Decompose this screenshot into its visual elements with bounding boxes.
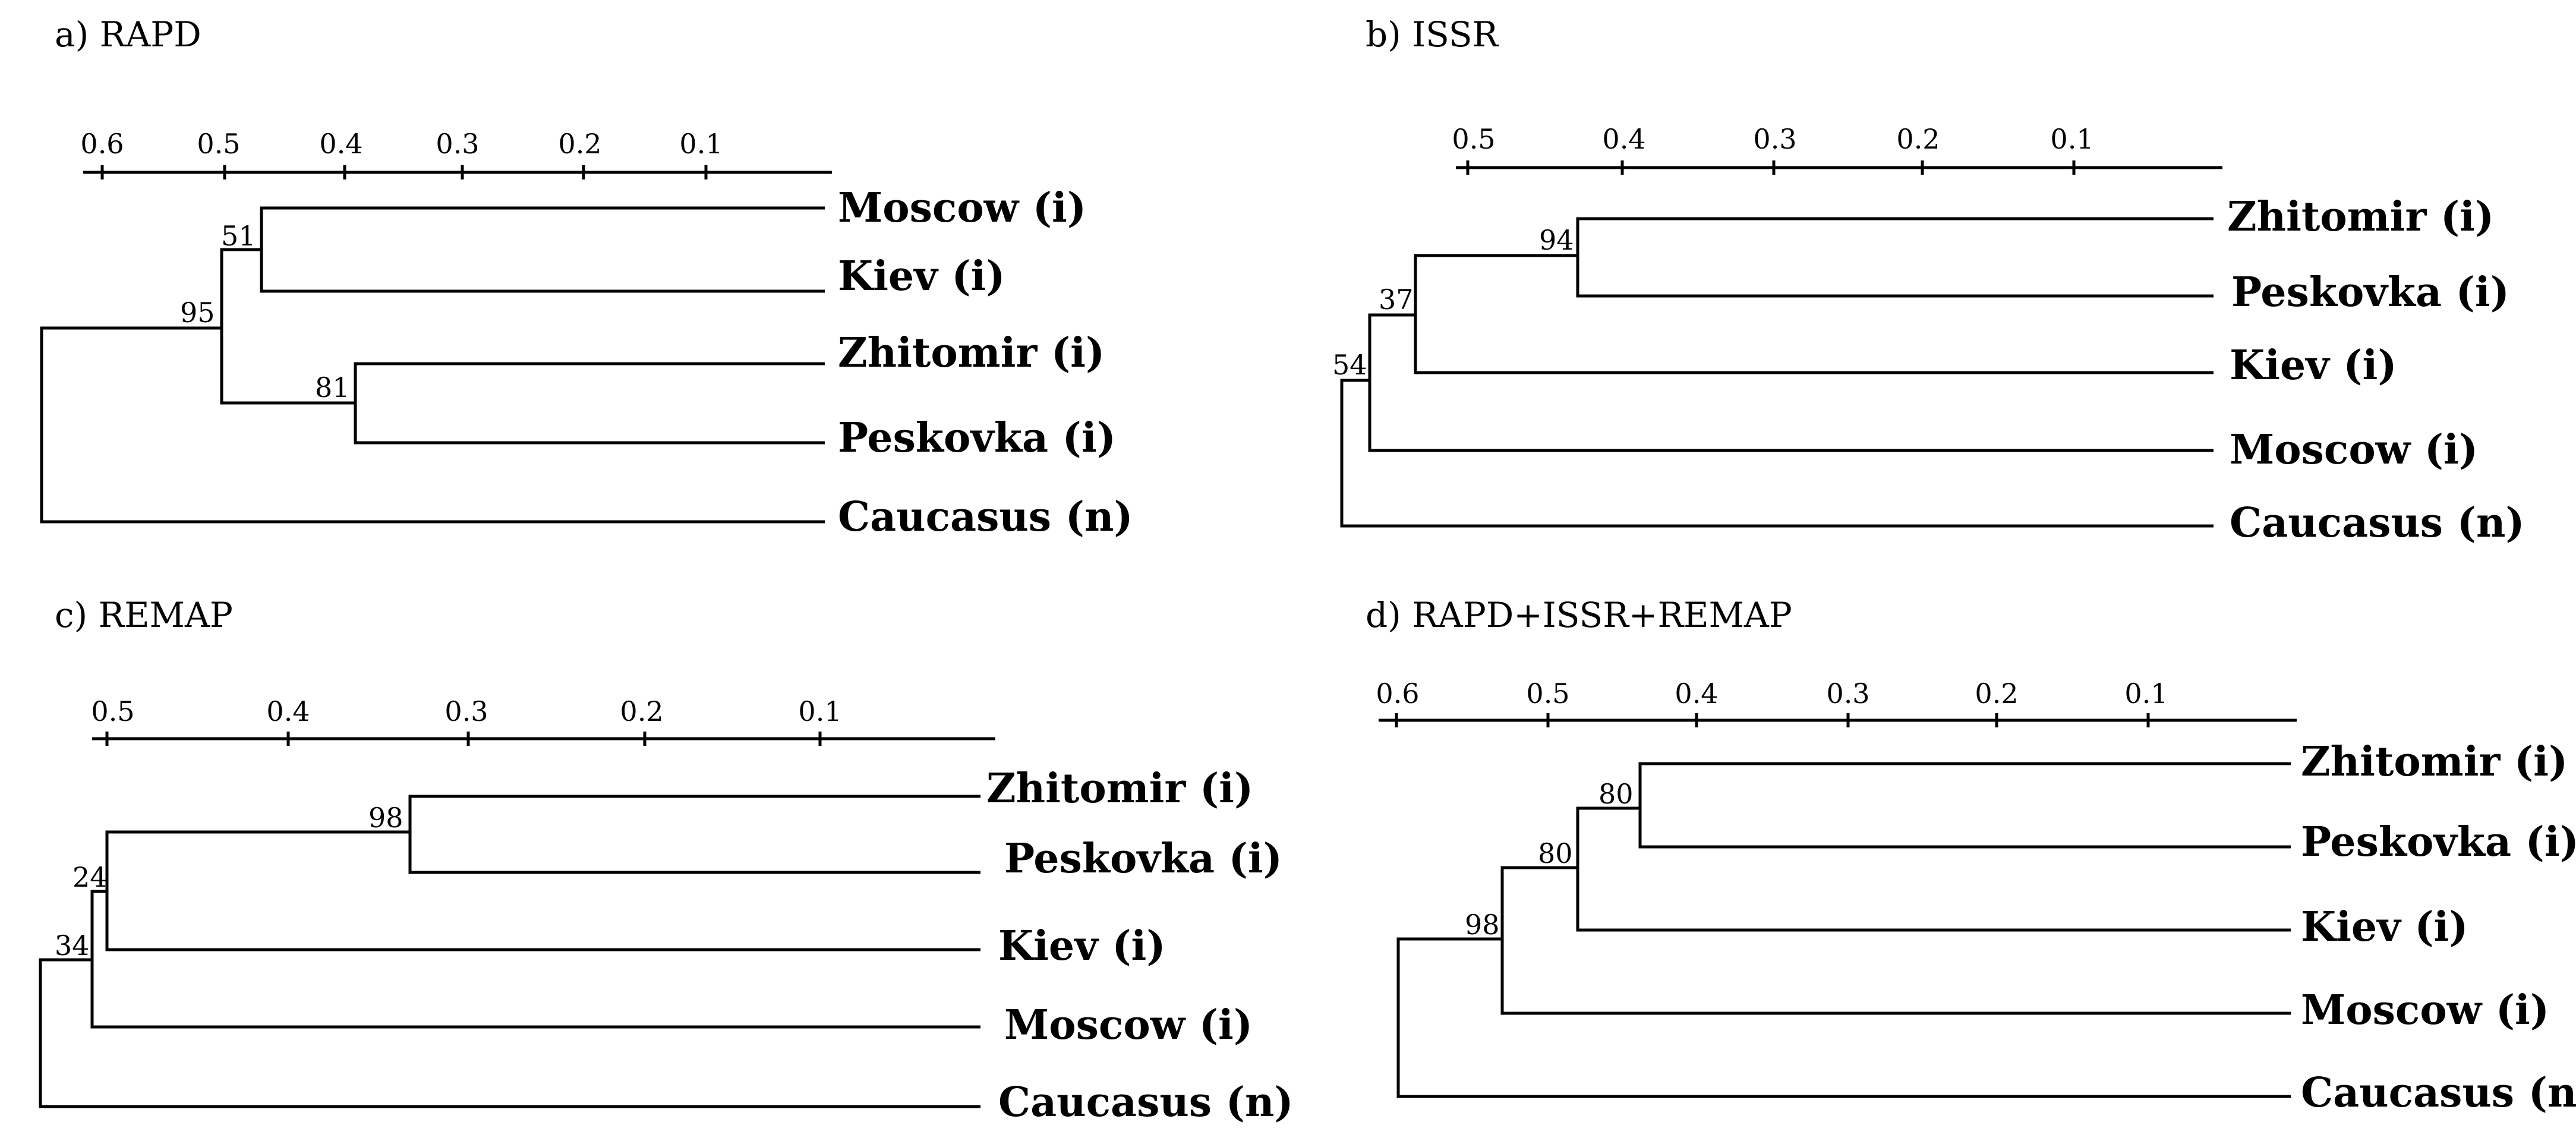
branch-internal-95	[220, 248, 355, 405]
scale-tick-label: 0.1	[679, 128, 723, 160]
branch-internal-24	[105, 830, 980, 951]
scale-tick-label: 0.6	[80, 128, 124, 160]
panel-title: c) REMAP	[55, 595, 233, 635]
scale-tick-label: 0.4	[319, 128, 362, 160]
distance-scale: 0.5 0.4 0.3 0.2 0.1	[1452, 123, 2222, 175]
tree-branches	[1340, 217, 2214, 528]
leaf-label-moscow: Moscow (i)	[1004, 1001, 1253, 1049]
leaf-label-caucasus: Caucasus (n)	[998, 1079, 1294, 1126]
branch-root	[39, 958, 980, 1108]
leaf-label-kiev: Kiev (i)	[2230, 342, 2397, 389]
panel-title: a) RAPD	[55, 14, 201, 55]
leaf-label-peskovka: Peskovka (i)	[1004, 835, 1282, 883]
leaf-labels: Zhitomir (i) Peskovka (i) Kiev (i) Mosco…	[2301, 738, 2576, 1117]
branch-internal-34	[90, 890, 980, 1029]
scale-tick-label: 0.3	[1826, 677, 1869, 710]
leaf-label-caucasus: Caucasus (n)	[838, 493, 1133, 541]
leaf-label-caucasus: Caucasus (n)	[2301, 1069, 2576, 1117]
panel-title: b) ISSR	[1366, 14, 1500, 55]
scale-tick-label: 0.1	[2124, 677, 2168, 710]
branch-internal-37	[1414, 254, 2214, 374]
branch-internal-80	[1576, 806, 2291, 932]
scale-tick-label: 0.2	[620, 695, 663, 727]
bootstrap-value: 37	[1379, 283, 1414, 316]
panel-rapd: a) RAPD 0.6 0.5 0.4 0.3 0.2 0.1 51 95 81	[40, 14, 1133, 541]
bootstrap-value: 24	[72, 861, 108, 893]
branch-internal-98	[1500, 866, 2291, 1015]
leaf-label-zhitomir: Zhitomir (i)	[986, 765, 1253, 812]
bootstrap-value: 80	[1598, 778, 1634, 810]
branch-zhitomir-peskovka	[1576, 217, 2214, 298]
bootstrap-value: 81	[315, 371, 350, 404]
bootstrap-value: 95	[180, 297, 215, 329]
branch-zhitomir-peskovka	[354, 362, 825, 445]
distance-scale: 0.5 0.4 0.3 0.2 0.1	[91, 695, 995, 746]
scale-tick-label: 0.2	[1896, 123, 1940, 155]
leaf-label-peskovka: Peskovka (i)	[2231, 269, 2509, 316]
branch-zhitomir-peskovka	[408, 795, 980, 874]
scale-tick-label: 0.5	[91, 695, 134, 727]
scale-tick-label: 0.4	[266, 695, 310, 727]
scale-tick-label: 0.3	[444, 695, 488, 727]
leaf-labels: Zhitomir (i) Peskovka (i) Kiev (i) Mosco…	[986, 765, 1294, 1126]
branch-root	[40, 326, 825, 524]
scale-tick-label: 0.5	[1526, 677, 1569, 710]
leaf-label-moscow: Moscow (i)	[2301, 987, 2549, 1034]
leaf-labels: Zhitomir (i) Peskovka (i) Kiev (i) Mosco…	[2227, 193, 2525, 547]
bootstrap-value: 80	[1538, 837, 1573, 869]
leaf-label-peskovka: Peskovka (i)	[2301, 818, 2576, 866]
scale-tick-label: 0.3	[436, 128, 479, 160]
panel-issr: b) ISSR 0.5 0.4 0.3 0.2 0.1 94 37 54	[1332, 14, 2525, 547]
leaf-label-zhitomir: Zhitomir (i)	[2301, 738, 2568, 786]
scale-tick-label: 0.1	[798, 695, 841, 727]
leaf-label-kiev: Kiev (i)	[998, 922, 1166, 970]
branch-root	[1396, 937, 2291, 1098]
branch-root	[1340, 379, 2214, 528]
leaf-label-zhitomir: Zhitomir (i)	[2227, 193, 2494, 241]
leaf-label-kiev: Kiev (i)	[2301, 903, 2468, 951]
bootstrap-value: 94	[1539, 224, 1574, 256]
scale-tick-label: 0.2	[558, 128, 601, 160]
leaf-label-zhitomir: Zhitomir (i)	[838, 329, 1105, 377]
leaf-label-moscow: Moscow (i)	[2230, 426, 2478, 474]
branch-moscow-kiev	[260, 206, 825, 293]
distance-scale: 0.6 0.5 0.4 0.3 0.2 0.1	[80, 128, 832, 179]
branch-internal-54	[1368, 313, 2214, 452]
bootstrap-values: 51 95 81	[180, 220, 350, 404]
scale-tick-label: 0.1	[2050, 123, 2093, 155]
bootstrap-values: 98 24 34	[55, 802, 403, 962]
tree-branches	[39, 795, 980, 1108]
leaf-label-caucasus: Caucasus (n)	[2230, 499, 2525, 547]
leaf-label-peskovka: Peskovka (i)	[838, 414, 1116, 462]
scale-tick-label: 0.6	[1376, 677, 1419, 710]
branch-zhitomir-peskovka	[1638, 762, 2291, 849]
bootstrap-value: 54	[1332, 349, 1367, 381]
leaf-label-moscow: Moscow (i)	[838, 184, 1086, 232]
scale-tick-label: 0.4	[1675, 677, 1718, 710]
panel-title: d) RAPD+ISSR+REMAP	[1366, 595, 1792, 635]
scale-tick-label: 0.5	[1452, 123, 1495, 155]
leaf-labels: Moscow (i) Kiev (i) Zhitomir (i) Peskovk…	[838, 184, 1133, 541]
bootstrap-value: 51	[221, 220, 256, 252]
scale-tick-label: 0.2	[1975, 677, 2018, 710]
panel-combined: d) RAPD+ISSR+REMAP 0.6 0.5 0.4 0.3 0.2 0…	[1366, 595, 2576, 1117]
bootstrap-value: 34	[55, 929, 90, 962]
scale-tick-label: 0.3	[1753, 123, 1796, 155]
tree-branches	[40, 206, 825, 524]
leaf-label-kiev: Kiev (i)	[838, 253, 1005, 300]
scale-tick-label: 0.5	[197, 128, 240, 160]
bootstrap-values: 80 80 98	[1465, 778, 1634, 941]
bootstrap-value: 98	[368, 802, 403, 834]
tree-branches	[1396, 762, 2291, 1098]
bootstrap-values: 94 37 54	[1332, 224, 1574, 381]
panel-remap: c) REMAP 0.5 0.4 0.3 0.2 0.1 98 24 34	[39, 595, 1294, 1126]
distance-scale: 0.6 0.5 0.4 0.3 0.2 0.1	[1376, 677, 2297, 727]
scale-tick-label: 0.4	[1602, 123, 1645, 155]
bootstrap-value: 98	[1465, 909, 1500, 941]
